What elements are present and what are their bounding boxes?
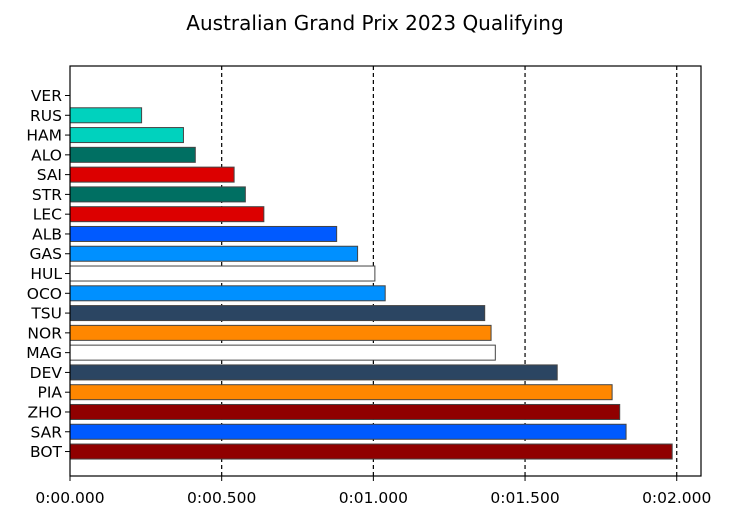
y-tick-label: PIA — [37, 384, 62, 402]
y-tick-label: TSU — [30, 305, 62, 323]
x-tick-label: 0:00.500 — [187, 489, 256, 507]
y-tick-label: STR — [32, 186, 62, 204]
x-tick-label: 0:01.000 — [339, 489, 408, 507]
y-tick-label: NOR — [27, 324, 62, 342]
y-tick-label: HAM — [26, 127, 62, 145]
y-tick-label: VER — [31, 87, 62, 105]
bar-mag — [69, 344, 496, 361]
y-tick-label: ZHO — [28, 403, 62, 421]
x-tick-label: 0:00.000 — [35, 489, 104, 507]
chart-title: Australian Grand Prix 2023 Qualifying — [186, 11, 563, 35]
y-tick-label: HUL — [30, 265, 62, 283]
bar-alb — [69, 225, 338, 242]
bar-bot — [69, 443, 673, 460]
y-tick-label: ALO — [31, 146, 62, 164]
bar-ham — [69, 127, 184, 144]
plot-frame — [69, 65, 702, 477]
y-tick-label: OCO — [27, 285, 62, 303]
y-tick-label: SAR — [31, 423, 63, 441]
y-tick-label: ALB — [32, 225, 62, 243]
x-tick-label: 0:01.500 — [490, 489, 559, 507]
bar-str — [69, 186, 246, 203]
bar-tsu — [69, 305, 486, 322]
bar-sar — [69, 423, 627, 440]
y-tick-label: GAS — [30, 245, 62, 263]
bar-lec — [69, 206, 265, 223]
bar-nor — [69, 324, 492, 341]
bar-gas — [69, 245, 359, 262]
bar-rus — [69, 107, 143, 124]
bar-zho — [69, 403, 621, 420]
bar-pia — [69, 384, 613, 401]
y-tick-label: RUS — [30, 107, 62, 125]
bar-alo — [69, 146, 196, 163]
x-axis-ticks: 0:00.000 0:00.500 0:01.000 0:01.500 0:02.000 — [35, 476, 711, 507]
y-tick-label: MAG — [26, 344, 62, 362]
bar-hul — [69, 265, 376, 282]
x-tick-label: 0:02.000 — [642, 489, 711, 507]
y-tick-label: LEC — [33, 206, 62, 224]
y-tick-label: SAI — [37, 166, 62, 184]
y-tick-label: BOT — [30, 443, 63, 461]
y-tick-label: DEV — [30, 364, 63, 382]
bar-sai — [69, 166, 235, 183]
bar-dev — [69, 364, 558, 381]
bar-series — [69, 107, 673, 460]
bar-oco — [69, 285, 386, 302]
